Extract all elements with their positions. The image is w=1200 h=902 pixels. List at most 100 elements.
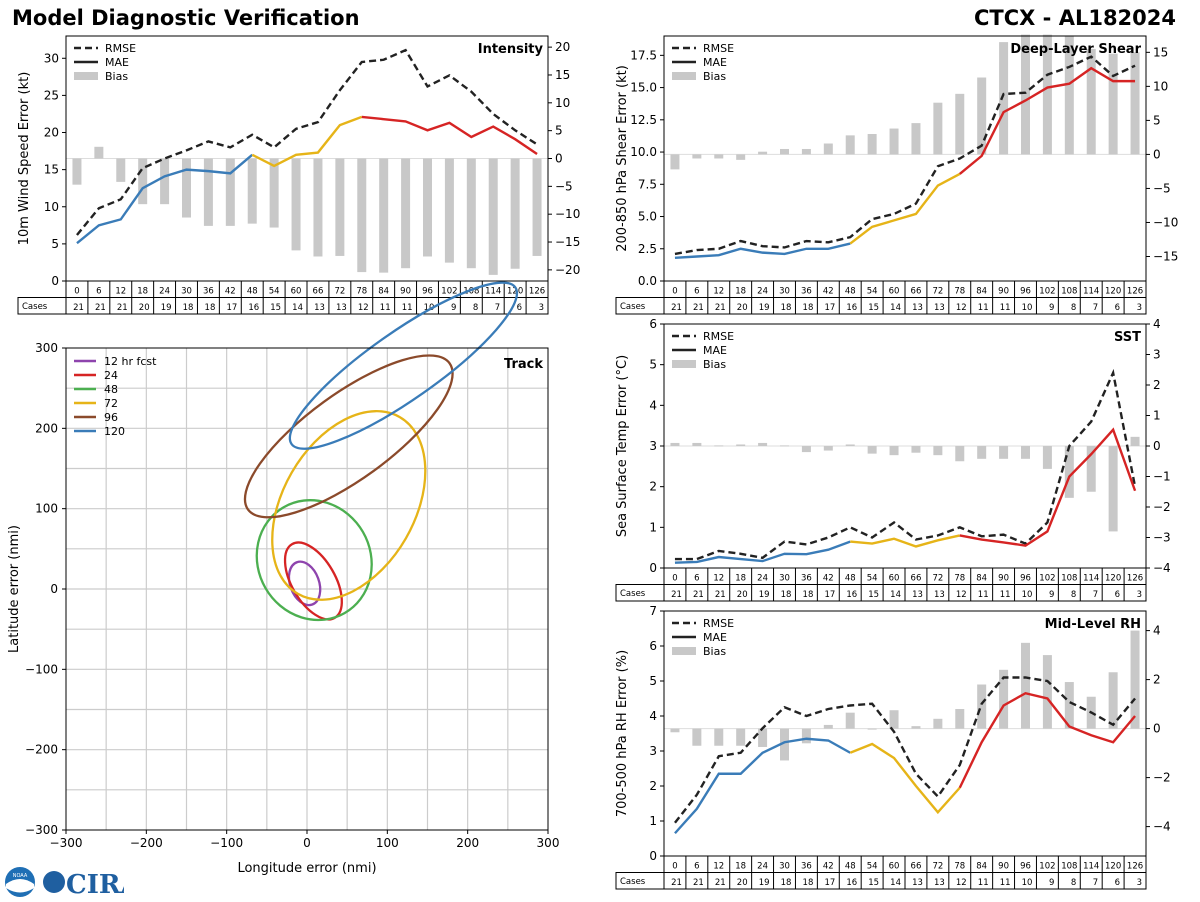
shear-case-count: 10 (1022, 303, 1033, 313)
cira-logo-text: CIRA (66, 870, 124, 898)
intensity-hour-label: 126 (529, 287, 545, 297)
intensity-case-count: 6 (517, 303, 522, 313)
shear-hour-label: 12 (713, 287, 724, 297)
track-ylabel: Latitude error (nmi) (7, 525, 22, 653)
intensity-hour-label: 84 (378, 287, 389, 297)
sst-y2tick-label: −3 (1153, 531, 1171, 545)
intensity-hour-label: 36 (203, 287, 214, 297)
shear-bias-bar (890, 129, 899, 155)
shear-case-count: 18 (803, 303, 814, 313)
rh-bias-bar (736, 729, 745, 746)
sst-hour-label: 120 (1105, 574, 1121, 584)
intensity-hour-label: 66 (313, 287, 324, 297)
shear-title: Deep-Layer Shear (1010, 42, 1141, 57)
rh-case-count: 18 (781, 878, 792, 888)
intensity-case-count: 21 (117, 303, 128, 313)
sst-legend-mae: MAE (703, 344, 727, 357)
shear-hour-label: 36 (801, 287, 812, 297)
intensity-y2tick-label: 10 (555, 96, 570, 110)
intensity-case-count: 12 (358, 303, 369, 313)
rh-bias-bar (1109, 672, 1118, 728)
track-xtick-label: 300 (537, 836, 560, 850)
cira-globe-icon (43, 871, 65, 893)
sst-case-count: 15 (868, 590, 879, 600)
sst-hour-label: 12 (713, 574, 724, 584)
sst-case-count: 21 (671, 590, 682, 600)
rh-legend-mae: MAE (703, 631, 727, 644)
shear-ytick-label: 15.0 (630, 81, 657, 95)
sst-ylabel: Sea Surface Temp Error (°C) (615, 355, 630, 537)
rh-bias-bar (1131, 631, 1140, 729)
rh-case-count: 21 (693, 878, 704, 888)
shear-case-count: 11 (1000, 303, 1011, 313)
intensity-case-count: 18 (205, 303, 216, 313)
rh-hour-label: 6 (694, 862, 699, 872)
shear-case-count: 19 (759, 303, 770, 313)
intensity-case-count: 18 (183, 303, 194, 313)
shear-hour-label: 42 (823, 287, 834, 297)
rh-bias-bar (868, 729, 877, 730)
intensity-bias-bar (204, 159, 213, 226)
rh-bias-bar (670, 729, 679, 733)
rh-hour-label: 48 (845, 862, 856, 872)
rh-case-count: 19 (759, 878, 770, 888)
sst-case-count: 8 (1071, 590, 1076, 600)
sst-y2tick-label: −2 (1153, 500, 1171, 514)
sst-bias-bar (692, 443, 701, 446)
rh-ytick-label: 1 (649, 814, 657, 828)
sst-ytick-label: 4 (649, 398, 657, 412)
intensity-bias-bar (226, 159, 235, 226)
intensity-bias-bar (533, 159, 542, 256)
shear-case-count: 15 (868, 303, 879, 313)
intensity-case-count: 14 (292, 303, 303, 313)
shear-case-count: 3 (1137, 303, 1142, 313)
intensity-case-count: 19 (161, 303, 172, 313)
shear-y2tick-label: 15 (1153, 45, 1168, 59)
shear-y2tick-label: −10 (1153, 215, 1178, 229)
shear-legend-rmse: RMSE (703, 42, 734, 55)
intensity-y2tick-label: −5 (555, 179, 573, 193)
rh-ytick-label: 0 (649, 849, 657, 863)
shear-bias-bar (780, 149, 789, 154)
intensity-case-count: 9 (451, 303, 456, 313)
rh-bias-bar (890, 710, 899, 728)
sst-bias-bar (999, 446, 1008, 459)
rh-y2tick-label: −2 (1153, 771, 1171, 785)
intensity-hour-label: 72 (334, 287, 345, 297)
shear-bias-bar (999, 42, 1008, 154)
intensity-y2tick-label: 20 (555, 40, 570, 54)
rh-case-count: 11 (1000, 878, 1011, 888)
shear-case-count: 7 (1093, 303, 1098, 313)
sst-y2tick-label: 3 (1153, 348, 1161, 362)
rh-case-count: 13 (912, 878, 923, 888)
rh-ytick-label: 7 (649, 604, 657, 618)
track-ellipse-3 (241, 384, 457, 627)
intensity-ytick-label: 25 (44, 88, 59, 102)
shear-y2tick-label: 10 (1153, 79, 1168, 93)
shear-bias-bar (846, 135, 855, 154)
shear-bias-bar (714, 154, 723, 158)
intensity-bias-bar (270, 159, 279, 228)
sst-case-count: 9 (1049, 590, 1054, 600)
shear-hour-label: 96 (1020, 287, 1031, 297)
sst-hour-label: 6 (694, 574, 699, 584)
sst-bias-bar (670, 443, 679, 446)
shear-case-count: 17 (824, 303, 835, 313)
shear-y2tick-label: 0 (1153, 147, 1161, 161)
shear-case-count: 6 (1115, 303, 1120, 313)
sst-y2tick-label: 0 (1153, 439, 1161, 453)
track-legend-label: 12 hr fcst (104, 355, 157, 368)
intensity-bias-bar (72, 159, 81, 185)
shear-hour-label: 30 (779, 287, 790, 297)
shear-hour-label: 102 (1039, 287, 1055, 297)
shear-ytick-label: 12.5 (630, 113, 657, 127)
sst-case-count: 11 (1000, 590, 1011, 600)
sst-mae-line-mid (850, 535, 960, 546)
shear-cases-label: Cases (620, 302, 646, 312)
sst-bias-bar (758, 443, 767, 446)
sst-hour-label: 114 (1083, 574, 1099, 584)
sst-hour-label: 24 (757, 574, 768, 584)
track-legend-label: 24 (104, 369, 118, 382)
sst-case-count: 3 (1137, 590, 1142, 600)
agency-logos: NOAA CIRA (4, 866, 124, 898)
